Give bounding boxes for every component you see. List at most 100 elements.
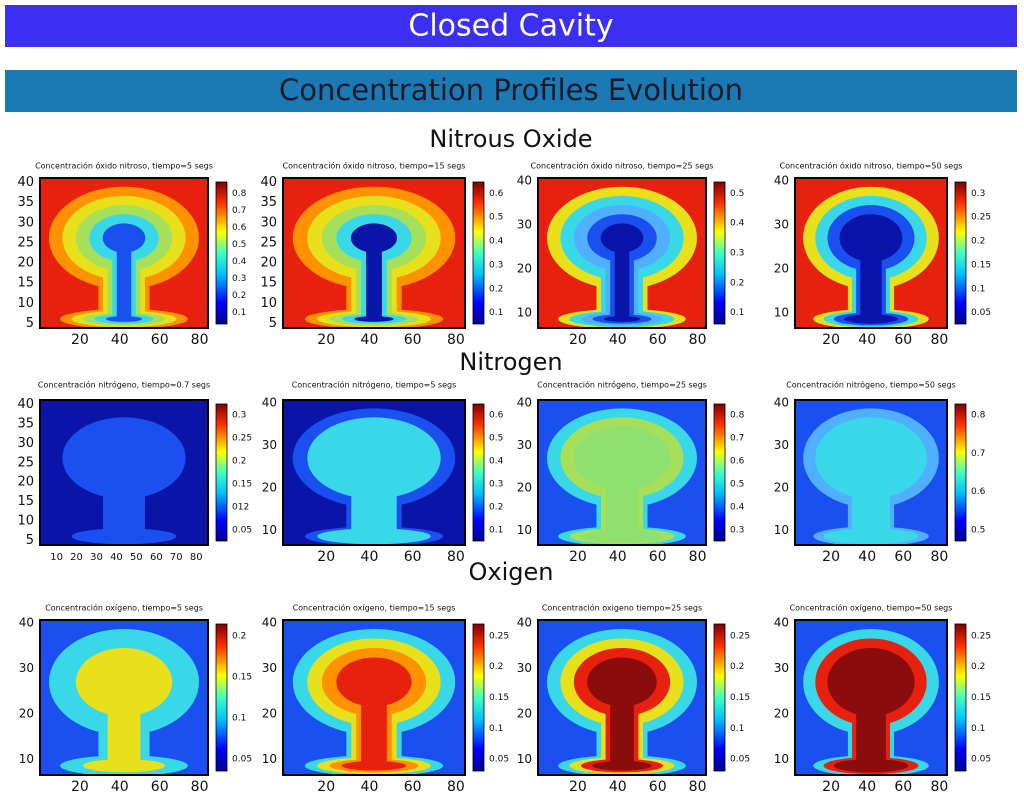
contour-region xyxy=(366,238,382,321)
colorbar-label: 0.15 xyxy=(489,693,509,703)
contour-region xyxy=(864,682,878,768)
contour-region xyxy=(614,458,630,538)
y-tick-label: 10 xyxy=(517,306,532,320)
y-tick-label: 20 xyxy=(517,707,532,721)
x-tick-label: 60 xyxy=(151,779,169,795)
x-tick-label: 80 xyxy=(191,779,209,795)
contour-region xyxy=(366,682,382,768)
colorbar-label: 0.05 xyxy=(730,755,750,765)
y-tick-label: 30 xyxy=(774,661,789,675)
x-tick-label: 80 xyxy=(190,552,203,563)
colorbar-label: 0.25 xyxy=(971,213,991,223)
x-tick-label: 80 xyxy=(447,549,465,565)
panel-title: Concentración óxido nitroso, tiempo=15 s… xyxy=(283,161,466,171)
plot-frame xyxy=(537,399,707,546)
colorbar-label: 0.7 xyxy=(971,449,985,459)
title-banner xyxy=(5,5,1017,47)
y-tick-label: 40 xyxy=(517,616,532,630)
x-tick-label: 40 xyxy=(361,549,379,565)
y-tick-label: 10 xyxy=(262,523,277,537)
colorbar-label: 0.2 xyxy=(730,278,744,288)
x-tick-label: 80 xyxy=(689,549,707,565)
panel-title: Concentración óxido nitroso, tiempo=50 s… xyxy=(780,161,963,171)
colorbar-label: 0.6 xyxy=(971,487,986,497)
contour-region xyxy=(105,762,143,769)
y-tick-label: 40 xyxy=(517,174,532,188)
colorbar-label: 0.4 xyxy=(730,503,745,513)
colorbar-label: 0.05 xyxy=(971,755,991,765)
y-tick-label: 35 xyxy=(260,195,277,210)
y-tick-label: 20 xyxy=(262,480,277,494)
colorbar-label: 0.4 xyxy=(730,219,745,229)
x-tick-label: 40 xyxy=(609,779,627,795)
x-tick-label: 20 xyxy=(822,332,840,348)
contour-region xyxy=(864,458,878,538)
section-title: Nitrous Oxide xyxy=(429,125,592,153)
y-tick-label: 15 xyxy=(17,494,34,509)
plot-frame xyxy=(39,399,209,546)
y-tick-label: 40 xyxy=(17,175,34,190)
y-tick-label: 10 xyxy=(774,752,789,766)
plot-frame xyxy=(282,619,466,776)
colorbar-label: 0.25 xyxy=(489,631,509,641)
y-tick-label: 15 xyxy=(260,276,277,291)
y-tick-label: 40 xyxy=(260,175,277,190)
x-tick-label: 80 xyxy=(689,779,707,795)
y-tick-label: 20 xyxy=(517,480,532,494)
x-tick-label: 50 xyxy=(130,552,143,563)
x-tick-label: 40 xyxy=(858,332,876,348)
colorbar-label: 0.2 xyxy=(232,456,246,466)
colorbar-label: 0.25 xyxy=(971,631,991,641)
y-tick-label: 40 xyxy=(774,616,789,630)
plot-frame xyxy=(39,619,209,776)
y-tick-label: 40 xyxy=(774,395,789,409)
colorbar-label: 0.8 xyxy=(971,410,986,420)
x-tick-label: 40 xyxy=(110,552,123,563)
y-tick-label: 10 xyxy=(774,306,789,320)
y-tick-label: 10 xyxy=(17,514,34,529)
x-tick-label: 60 xyxy=(404,549,422,565)
colorbar-label: 012 xyxy=(232,503,249,513)
y-tick-label: 30 xyxy=(262,438,277,452)
colorbar-label: 0.15 xyxy=(232,672,252,682)
x-tick-label: 70 xyxy=(170,552,183,563)
colorbar-label: 0.5 xyxy=(730,480,744,490)
colorbar-label: 0.5 xyxy=(489,433,503,443)
colorbar-label: 0.4 xyxy=(489,237,504,247)
x-tick-label: 60 xyxy=(649,549,667,565)
y-tick-label: 20 xyxy=(260,256,277,271)
x-tick-label: 60 xyxy=(894,332,912,348)
panel-title: Concentración oxígeno, tiempo=15 segs xyxy=(293,603,456,613)
y-tick-label: 40 xyxy=(19,616,34,630)
colorbar-label: 0.5 xyxy=(489,213,503,223)
colorbar-label: 0.1 xyxy=(489,724,503,734)
panel-title: Concentración óxido nitroso, tiempo=5 se… xyxy=(35,161,213,171)
contour-region xyxy=(614,682,630,768)
contour-region xyxy=(105,533,143,540)
y-tick-label: 10 xyxy=(19,752,34,766)
colorbar-label: 0.8 xyxy=(730,410,745,420)
colorbar-label: 0.6 xyxy=(489,410,504,420)
x-tick-label: 20 xyxy=(317,332,335,348)
colorbar xyxy=(713,181,726,325)
colorbar xyxy=(472,623,485,772)
x-tick-label: 10 xyxy=(50,552,63,563)
x-tick-label: 20 xyxy=(569,779,587,795)
colorbar-label: 0.05 xyxy=(489,755,509,765)
y-tick-label: 20 xyxy=(774,262,789,276)
x-tick-label: 40 xyxy=(609,549,627,565)
colorbar-label: 0.15 xyxy=(730,693,750,703)
colorbar-label: 0.05 xyxy=(971,308,991,318)
y-tick-label: 30 xyxy=(17,215,34,230)
y-tick-label: 20 xyxy=(517,262,532,276)
y-tick-label: 30 xyxy=(17,436,34,451)
colorbar xyxy=(713,403,726,542)
x-tick-label: 60 xyxy=(649,332,667,348)
contour-region xyxy=(354,316,394,322)
y-tick-label: 35 xyxy=(17,416,34,431)
page-subtitle: Concentration Profiles Evolution xyxy=(279,73,743,107)
y-tick-label: 30 xyxy=(260,215,277,230)
x-tick-label: 80 xyxy=(930,779,948,795)
colorbar xyxy=(472,403,485,542)
